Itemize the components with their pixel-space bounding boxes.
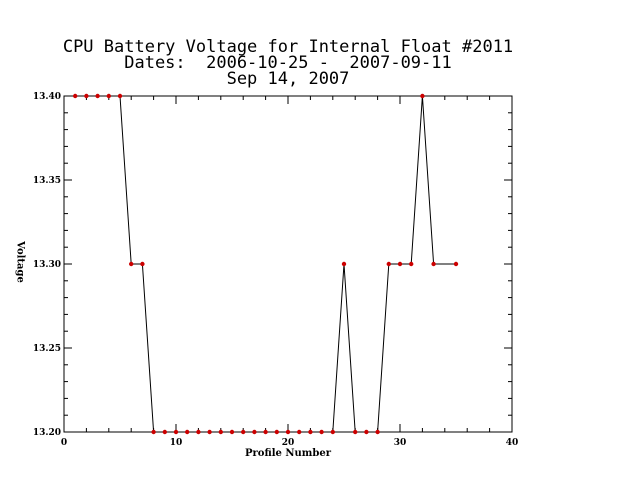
- x-axis-label: Profile Number: [245, 448, 331, 459]
- y-tick-label: 13.30: [33, 260, 61, 270]
- data-point: [341, 261, 347, 267]
- data-point: [386, 261, 391, 267]
- data-point: [196, 429, 201, 435]
- data-point: [353, 429, 358, 435]
- data-point: [420, 93, 425, 99]
- y-tick-label: 13.20: [33, 428, 61, 438]
- data-point: [73, 93, 78, 99]
- data-point: [375, 429, 380, 435]
- data-point: [151, 429, 156, 435]
- data-point: [297, 429, 302, 435]
- data-point: [129, 261, 134, 267]
- data-point: [229, 429, 235, 435]
- chart-generated-date: Sep 14, 2007: [226, 69, 350, 89]
- y-axis-label: Voltage: [14, 241, 26, 283]
- data-point: [431, 261, 436, 267]
- x-tick-label: 10: [170, 438, 183, 448]
- data-point: [330, 429, 335, 435]
- y-tick-label: 13.35: [33, 176, 61, 186]
- data-point: [285, 429, 291, 435]
- data-point: [162, 429, 167, 435]
- data-point: [274, 429, 279, 435]
- series-line: [75, 95, 456, 433]
- data-point: [308, 429, 313, 435]
- axis-ticks: [63, 95, 513, 433]
- data-point: [185, 429, 190, 435]
- y-tick-label: 13.25: [33, 344, 61, 354]
- data-point: [397, 261, 403, 267]
- series-layer: [73, 93, 459, 435]
- data-point: [252, 429, 257, 435]
- y-tick-label: 13.40: [33, 92, 61, 102]
- data-point: [453, 261, 459, 267]
- data-point: [241, 429, 246, 435]
- data-point: [140, 261, 145, 267]
- x-tick-label: 0: [61, 438, 67, 448]
- data-point: [95, 93, 100, 99]
- data-point: [218, 429, 223, 435]
- data-point: [263, 429, 268, 435]
- data-point: [84, 93, 89, 99]
- chart-date-range: Dates: 2006-10-25 - 2007-09-11: [124, 53, 452, 73]
- data-point: [207, 429, 212, 435]
- data-point: [364, 429, 369, 435]
- data-point: [409, 261, 414, 267]
- x-tick-label: 40: [506, 438, 519, 448]
- chart-title: CPU Battery Voltage for Internal Float #…: [62, 37, 514, 57]
- data-point: [173, 429, 179, 435]
- data-point: [106, 93, 112, 99]
- axis-tick-labels: 0 10 20 30 40 13.20 13.25 13.30 13.35 13.40: [33, 92, 518, 448]
- data-point: [117, 93, 123, 99]
- data-point: [319, 429, 324, 435]
- x-tick-label: 30: [394, 438, 407, 448]
- x-tick-label: 20: [282, 438, 295, 448]
